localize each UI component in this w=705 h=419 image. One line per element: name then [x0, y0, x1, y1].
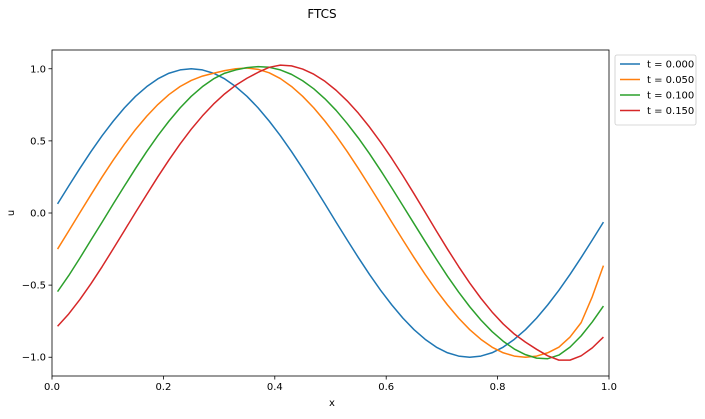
series-line-1: [56, 67, 605, 358]
legend-label-2: t = 0.100: [647, 91, 694, 102]
y-axis: 1.0 0.5 0.0 −0.5 −1.0: [22, 64, 52, 364]
y-tick-label: 1.0: [30, 64, 46, 75]
y-tick-label: −0.5: [22, 281, 46, 292]
chart-title: FTCS: [307, 7, 336, 21]
x-axis: 0.0 0.2 0.4 0.6 0.8 1.0: [44, 376, 617, 393]
series-line-0: [56, 68, 605, 358]
x-tick-label: 0.8: [490, 382, 506, 393]
series-line-2: [56, 65, 605, 360]
x-axis-label: x: [329, 398, 335, 409]
y-tick-label: 0.0: [30, 209, 46, 220]
series-line-3: [57, 64, 604, 361]
legend-label-1: t = 0.050: [647, 75, 694, 86]
legend: t = 0.000 t = 0.050 t = 0.100 t = 0.150: [614, 54, 697, 126]
legend-box: [614, 54, 697, 126]
y-axis-label: u: [6, 210, 17, 216]
y-tick-label: 0.5: [30, 136, 46, 147]
x-tick-label: 0.6: [378, 382, 394, 393]
legend-label-0: t = 0.000: [647, 60, 694, 71]
legend-label-3: t = 0.150: [647, 106, 694, 117]
series-layer: [56, 64, 605, 361]
y-tick-label: −1.0: [22, 353, 46, 364]
x-tick-label: 1.0: [601, 382, 617, 393]
x-tick-label: 0.0: [44, 382, 60, 393]
x-tick-label: 0.4: [267, 382, 283, 393]
x-tick-label: 0.2: [155, 382, 171, 393]
